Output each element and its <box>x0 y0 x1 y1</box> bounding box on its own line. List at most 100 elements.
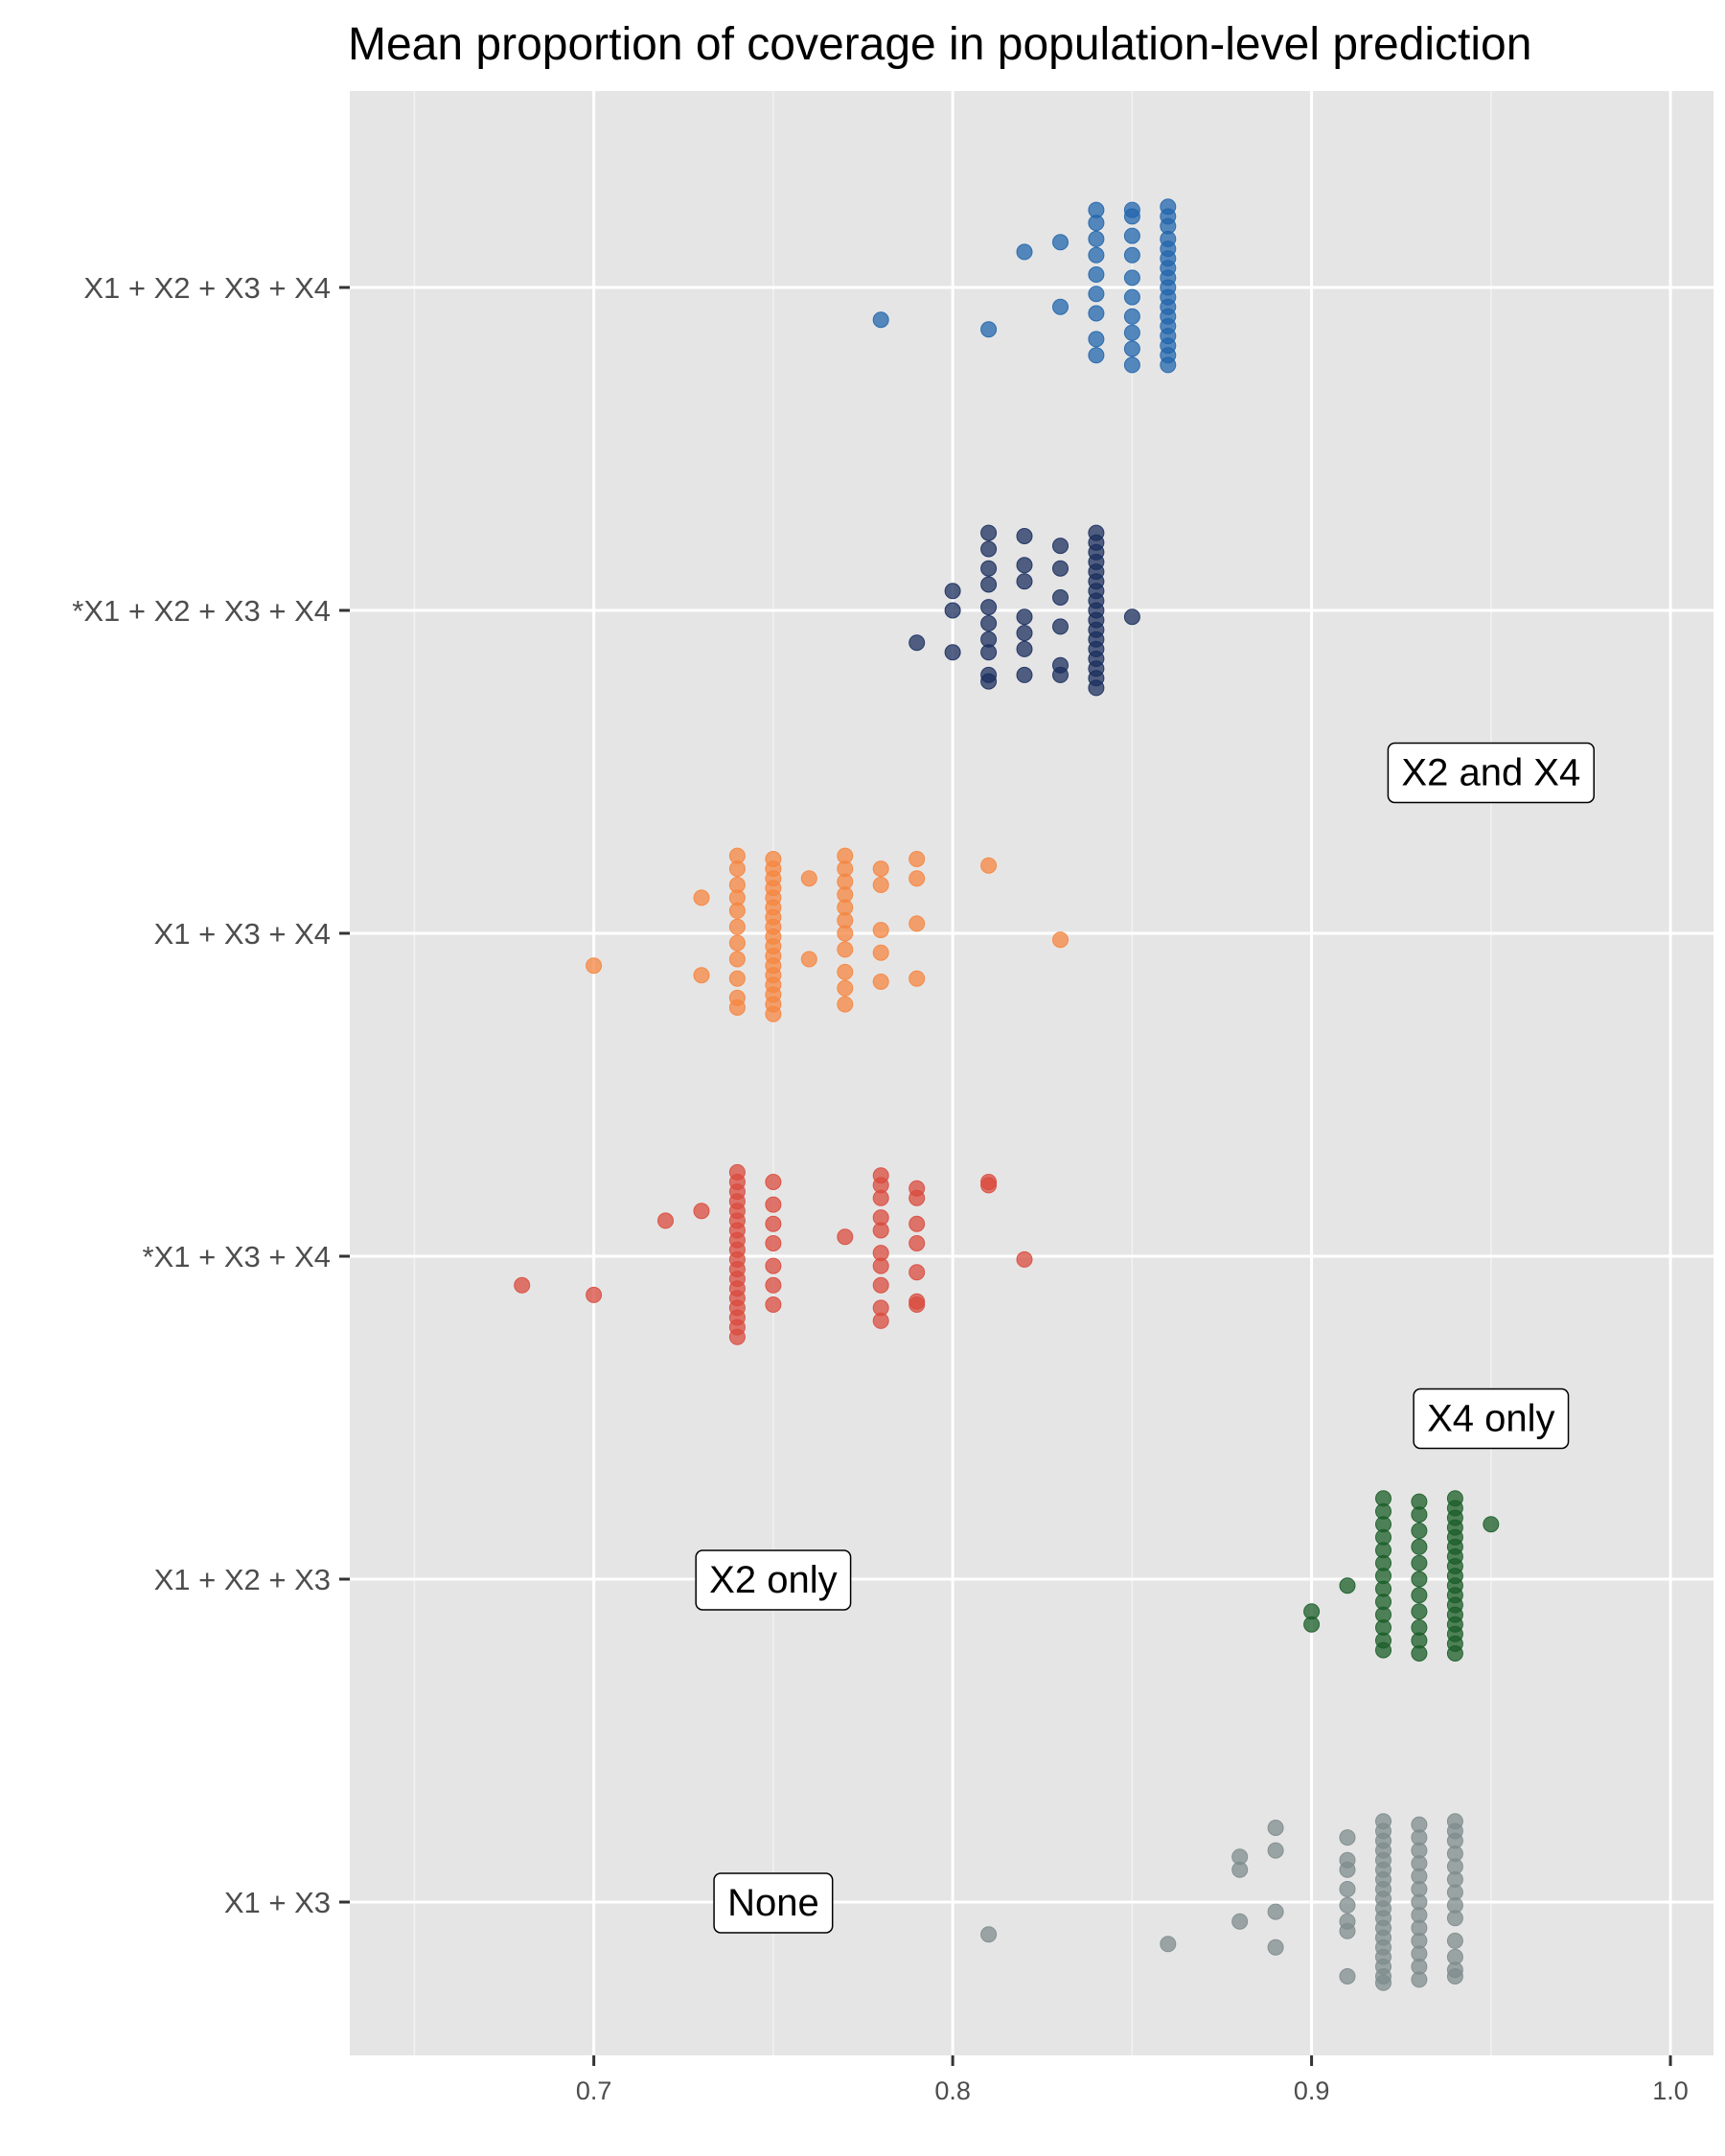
annotation-label: None <box>713 1872 834 1934</box>
data-point <box>1160 1936 1177 1953</box>
data-point <box>980 524 998 541</box>
data-point <box>1123 324 1140 341</box>
data-point <box>1267 1820 1284 1836</box>
y-tick-label: X1 + X2 + X3 <box>154 1563 331 1596</box>
data-point <box>1123 340 1140 357</box>
data-point <box>728 934 746 952</box>
data-point <box>872 877 889 893</box>
y-tick-label: *X1 + X3 + X4 <box>143 1240 331 1273</box>
annotation-text: X4 only <box>1427 1398 1554 1440</box>
series-group <box>514 1163 1033 1345</box>
data-point <box>837 1228 854 1246</box>
data-point <box>1267 1842 1284 1859</box>
annotation-text: X2 only <box>709 1559 837 1601</box>
data-point <box>837 925 854 942</box>
data-point <box>1339 1577 1356 1594</box>
data-point <box>1231 1861 1249 1878</box>
data-point <box>944 583 961 600</box>
data-point <box>1446 1910 1463 1927</box>
data-point <box>514 1276 531 1294</box>
data-point <box>872 922 889 939</box>
data-point <box>1411 1603 1428 1620</box>
chart-title: Mean proportion of coverage in populatio… <box>348 19 1531 70</box>
data-point <box>837 963 854 980</box>
data-point <box>1123 246 1140 264</box>
data-point <box>980 673 998 690</box>
data-point <box>1016 625 1033 642</box>
data-point <box>1016 528 1033 544</box>
data-point <box>1052 931 1069 949</box>
data-point <box>1016 1250 1033 1268</box>
annotation-box <box>1413 1388 1570 1450</box>
data-point <box>908 1215 926 1232</box>
data-point <box>728 918 746 935</box>
y-tick-label: X1 + X3 <box>224 1886 331 1919</box>
data-point <box>657 1212 674 1229</box>
data-point <box>872 944 889 961</box>
annotation-label: X2 and X4 <box>1387 742 1595 804</box>
data-point <box>872 1257 889 1274</box>
data-point <box>1446 1932 1463 1949</box>
data-point <box>1339 1881 1356 1897</box>
series-group <box>908 524 1140 697</box>
data-point <box>1339 1829 1356 1846</box>
data-point <box>908 1189 926 1206</box>
data-point <box>1016 640 1033 657</box>
data-point <box>728 902 746 919</box>
data-point <box>837 941 854 958</box>
data-point <box>980 1177 998 1194</box>
data-point <box>765 1257 782 1274</box>
data-point <box>765 1196 782 1213</box>
data-point <box>908 1235 926 1251</box>
data-point <box>1160 356 1177 374</box>
data-point <box>980 576 998 593</box>
data-point <box>1016 608 1033 626</box>
data-point <box>1411 1971 1428 1988</box>
data-point <box>1052 298 1069 315</box>
y-tick-label: *X1 + X2 + X3 + X4 <box>72 594 331 628</box>
data-point <box>1016 666 1033 683</box>
annotation-text: X2 and X4 <box>1401 752 1580 794</box>
data-point <box>1052 560 1069 577</box>
grid-layer <box>350 91 1714 2055</box>
data-point <box>1411 1554 1428 1571</box>
data-point <box>980 540 998 558</box>
x-tick-label: 0.7 <box>576 2076 612 2105</box>
data-point <box>765 1174 782 1190</box>
data-point <box>1088 246 1105 264</box>
data-point <box>1088 679 1105 697</box>
data-point <box>765 1005 782 1022</box>
annotation-label: X2 only <box>695 1549 852 1611</box>
series-group <box>586 847 1069 1022</box>
data-point <box>1339 1861 1356 1878</box>
data-point <box>1123 608 1140 626</box>
data-point <box>1339 1896 1356 1914</box>
y-tick-label: X1 + X3 + X4 <box>154 917 331 951</box>
data-point <box>728 1328 746 1345</box>
data-point <box>1052 589 1069 606</box>
data-point <box>1016 557 1033 574</box>
data-point <box>872 1276 889 1294</box>
data-point <box>872 1222 889 1239</box>
data-point <box>1052 538 1069 555</box>
data-point <box>693 889 710 906</box>
data-point <box>872 1312 889 1329</box>
data-point <box>728 970 746 987</box>
data-point <box>872 974 889 990</box>
data-point <box>1016 243 1033 261</box>
data-point <box>1303 1616 1321 1633</box>
points-layer <box>514 198 1500 1991</box>
data-point <box>837 979 854 997</box>
data-point <box>1052 234 1069 251</box>
data-point <box>800 870 817 887</box>
plot-panel <box>350 91 1714 2055</box>
data-point <box>872 1189 889 1206</box>
data-point <box>1088 230 1105 247</box>
data-point <box>586 957 603 975</box>
data-point <box>1446 1968 1463 1984</box>
series-group <box>872 198 1177 374</box>
data-point <box>1375 1974 1392 1991</box>
data-point <box>765 1276 782 1294</box>
